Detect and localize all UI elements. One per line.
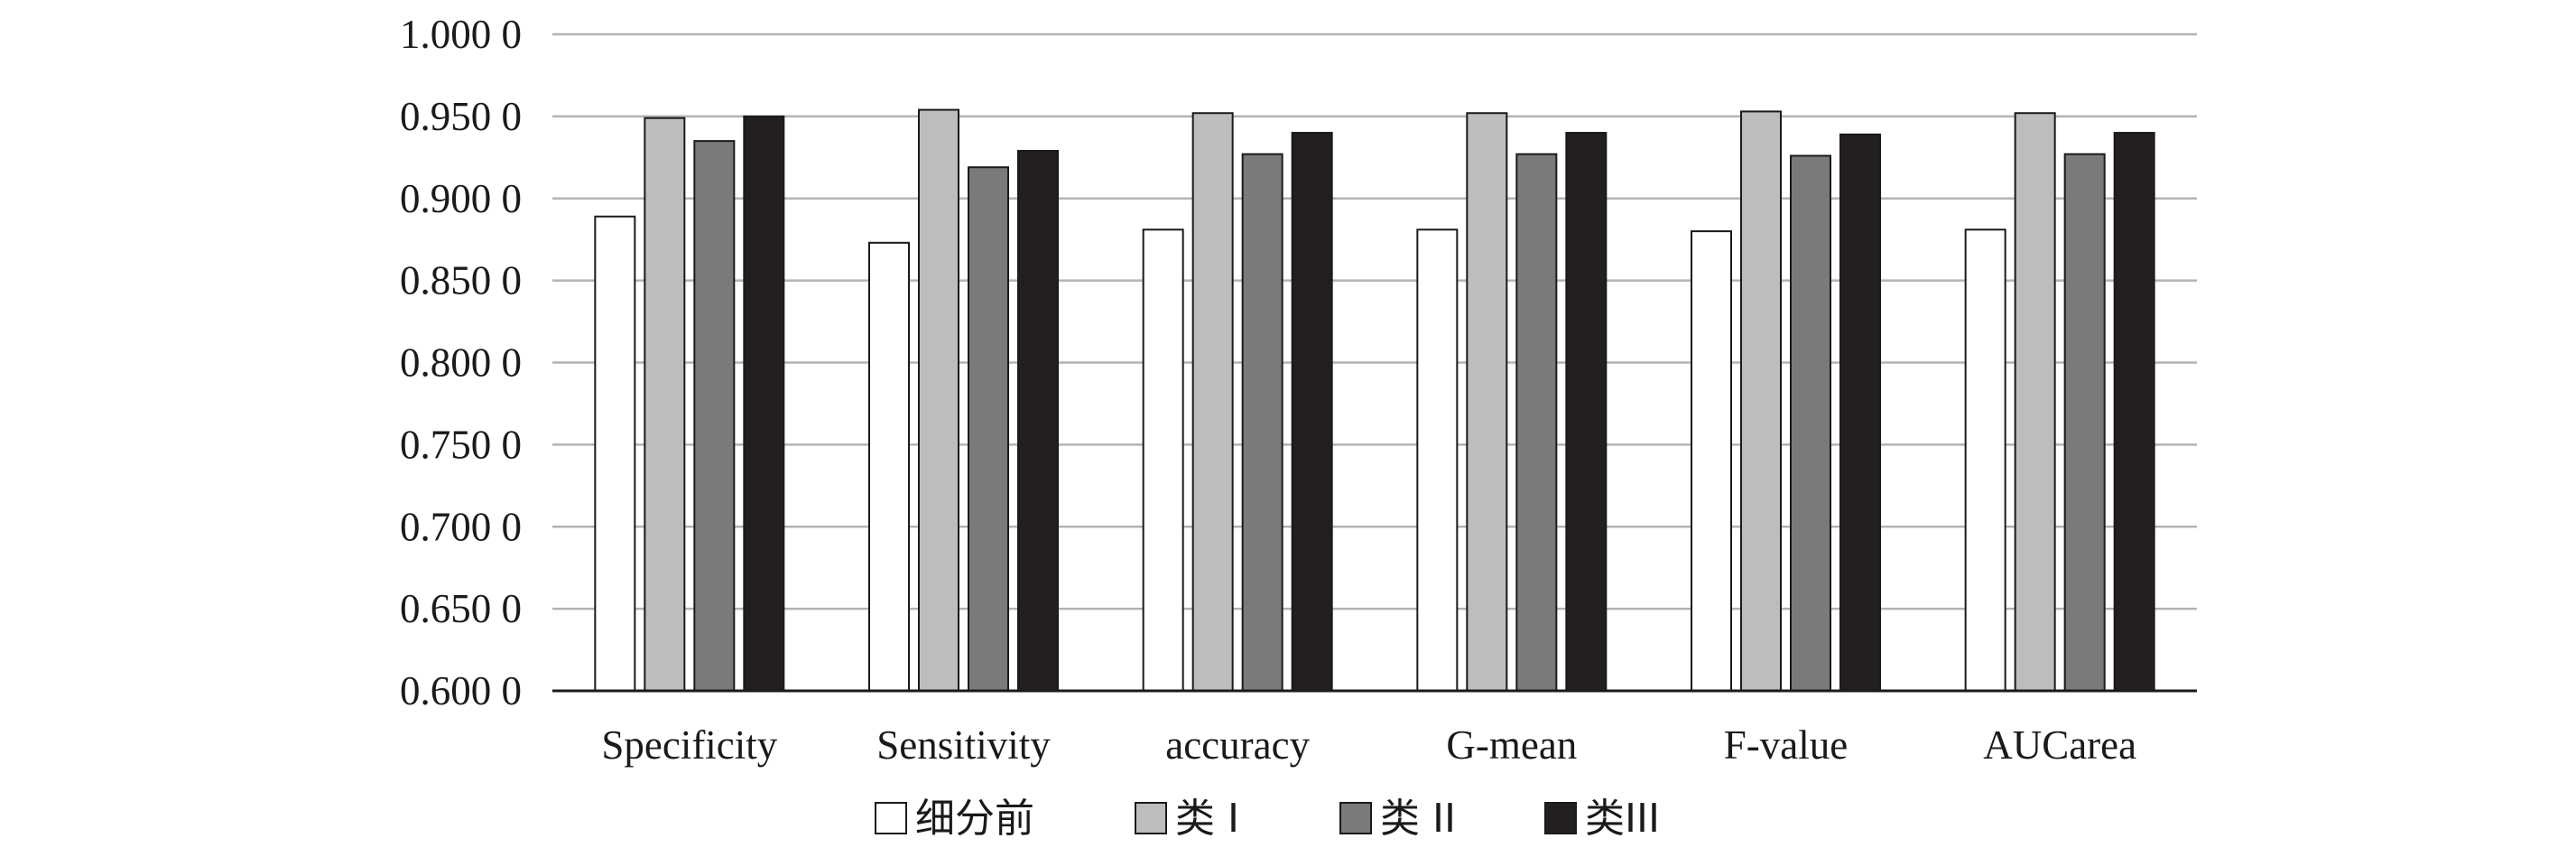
- legend-label: 类 II: [1380, 796, 1456, 842]
- bar: [1017, 150, 1059, 693]
- legend-swatch: [1135, 802, 1167, 834]
- y-tick-label: 0.900 0: [400, 176, 522, 221]
- legend: 细分前 类 I 类 II 类III: [875, 796, 1660, 842]
- gridlines: [552, 33, 2197, 610]
- legend-swatch: [1544, 802, 1577, 834]
- y-axis: 0.600 0 0.650 0 0.700 0 0.750 0 0.800 0 0.850…: [400, 12, 522, 713]
- legend-label: 类 I: [1175, 796, 1239, 842]
- x-axis-labels: Specificity Sensitivity accuracy G-mean F-va…: [601, 722, 2136, 768]
- y-tick-label: 1.000 0: [400, 12, 522, 57]
- y-tick-label: 0.650 0: [400, 586, 522, 631]
- bar: [2014, 112, 2056, 693]
- bars: [594, 108, 2155, 693]
- bar: [1191, 112, 1234, 693]
- bar: [1515, 153, 1558, 693]
- x-tick-label: Specificity: [601, 722, 777, 768]
- x-tick-label: accuracy: [1165, 722, 1310, 768]
- y-tick-label: 0.600 0: [400, 668, 522, 713]
- legend-swatch: [1339, 802, 1372, 834]
- bar: [1416, 228, 1459, 692]
- y-tick-label: 0.800 0: [400, 340, 522, 386]
- y-tick-label: 0.700 0: [400, 504, 522, 549]
- bar: [1565, 132, 1608, 693]
- legend-label: 细分前: [915, 796, 1034, 842]
- bar: [968, 166, 1009, 692]
- bar: [1964, 228, 2006, 692]
- bar: [1691, 230, 1732, 692]
- x-tick-label: G-mean: [1446, 722, 1577, 768]
- bar: [2113, 132, 2155, 693]
- bar: [1241, 153, 1283, 693]
- bar: [1839, 133, 1881, 692]
- bar: [1466, 112, 1508, 693]
- y-tick-label: 0.750 0: [400, 422, 522, 467]
- x-tick-label: Sensitivity: [876, 722, 1051, 768]
- bar: [594, 215, 636, 692]
- bar: [1142, 228, 1184, 692]
- bar: [644, 116, 686, 692]
- y-tick-label: 0.950 0: [400, 94, 522, 139]
- legend-label: 类III: [1585, 796, 1660, 842]
- legend-swatch: [875, 802, 907, 834]
- bar: [1740, 110, 1782, 693]
- bar: [1790, 154, 1831, 692]
- bar: [2063, 153, 2106, 693]
- bar: [693, 140, 736, 692]
- bar: [743, 115, 785, 692]
- x-tick-label: AUCarea: [1983, 722, 2136, 768]
- bar: [1291, 132, 1333, 693]
- bar: [918, 108, 959, 693]
- bar: [868, 241, 910, 692]
- x-tick-label: F-value: [1724, 722, 1848, 768]
- y-tick-label: 0.850 0: [400, 258, 522, 303]
